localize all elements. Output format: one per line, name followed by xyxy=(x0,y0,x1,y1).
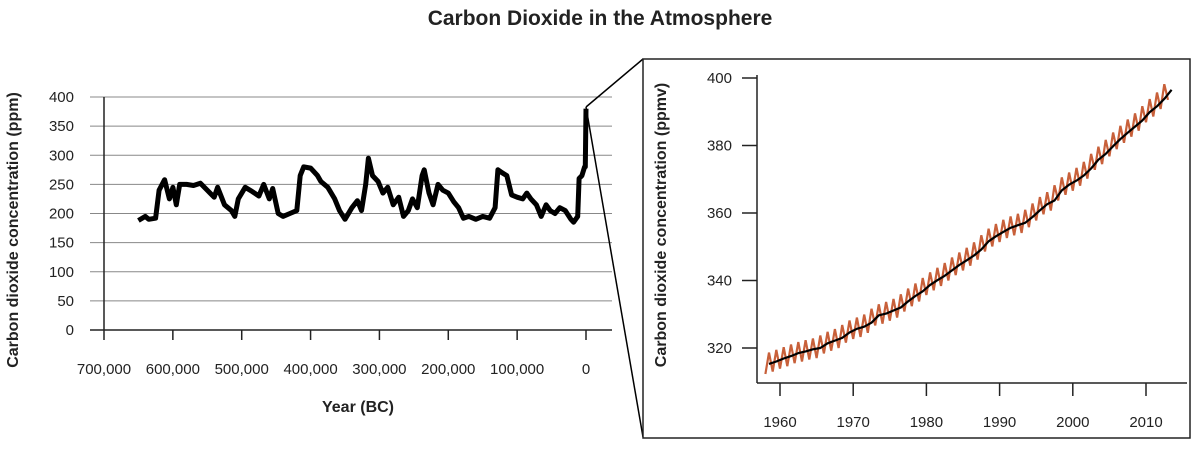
right-y-ticks: 320 340 360 380 400 xyxy=(707,70,757,357)
right-y-tick-label: 360 xyxy=(707,205,732,222)
right-y-tick-label: 320 xyxy=(707,340,732,357)
right-y-tick-label: 340 xyxy=(707,273,732,290)
annual-trend-line xyxy=(768,89,1173,365)
left-x-axis-label: Year (BC) xyxy=(322,399,394,416)
chart-title: Carbon Dioxide in the Atmosphere xyxy=(428,7,773,30)
left-x-tick-label: 200,000 xyxy=(421,361,475,378)
right-x-tick-label: 1960 xyxy=(763,414,796,431)
inset-frame xyxy=(642,58,1191,439)
right-x-ticks: 1960 1970 1980 1990 2000 2010 xyxy=(763,383,1163,431)
left-x-tick-label: 700,000 xyxy=(77,361,131,378)
left-y-tick-label: 300 xyxy=(49,147,74,164)
left-y-ticks: 0 50 100 150 200 250 300 350 400 xyxy=(49,89,74,339)
right-y-tick-label: 380 xyxy=(707,138,732,155)
left-y-tick-label: 100 xyxy=(49,264,74,281)
left-x-tick-label: 400,000 xyxy=(283,361,337,378)
left-x-tick-label: 500,000 xyxy=(215,361,269,378)
long-term-chart: 0 50 100 150 200 250 300 350 400 700,000 600,000 5… xyxy=(5,89,612,416)
zoom-connector-bottom xyxy=(585,106,644,438)
left-y-tick-label: 350 xyxy=(49,118,74,135)
zoom-connector-top xyxy=(585,58,644,108)
left-x-tick-label: 600,000 xyxy=(146,361,200,378)
left-y-axis-label: Carbon dioxide concentration (ppm) xyxy=(5,92,22,368)
left-x-ticks: 700,000 600,000 500,000 400,000 300,000 200,0… xyxy=(77,330,590,378)
right-x-tick-label: 2010 xyxy=(1129,414,1162,431)
right-x-tick-label: 1970 xyxy=(837,414,870,431)
inset-chart: 320 340 360 380 400 1960 1970 1980 1990 2000 2010… xyxy=(642,58,1191,439)
left-y-tick-label: 400 xyxy=(49,89,74,106)
left-x-tick-label: 100,000 xyxy=(490,361,544,378)
left-y-tick-label: 0 xyxy=(66,322,74,339)
right-x-tick-label: 2000 xyxy=(1056,414,1089,431)
right-x-tick-label: 1990 xyxy=(983,414,1016,431)
left-y-tick-label: 200 xyxy=(49,206,74,223)
left-x-tick-label: 0 xyxy=(582,361,590,378)
left-x-tick-label: 300,000 xyxy=(352,361,406,378)
left-y-tick-label: 250 xyxy=(49,176,74,193)
right-y-tick-label: 400 xyxy=(707,70,732,87)
left-y-tick-label: 150 xyxy=(49,235,74,252)
left-y-tick-label: 50 xyxy=(57,293,74,310)
left-series-line xyxy=(137,108,589,225)
right-x-tick-label: 1980 xyxy=(910,414,943,431)
right-y-axis-label: Carbon dioxide concentration (ppmv) xyxy=(653,83,670,367)
